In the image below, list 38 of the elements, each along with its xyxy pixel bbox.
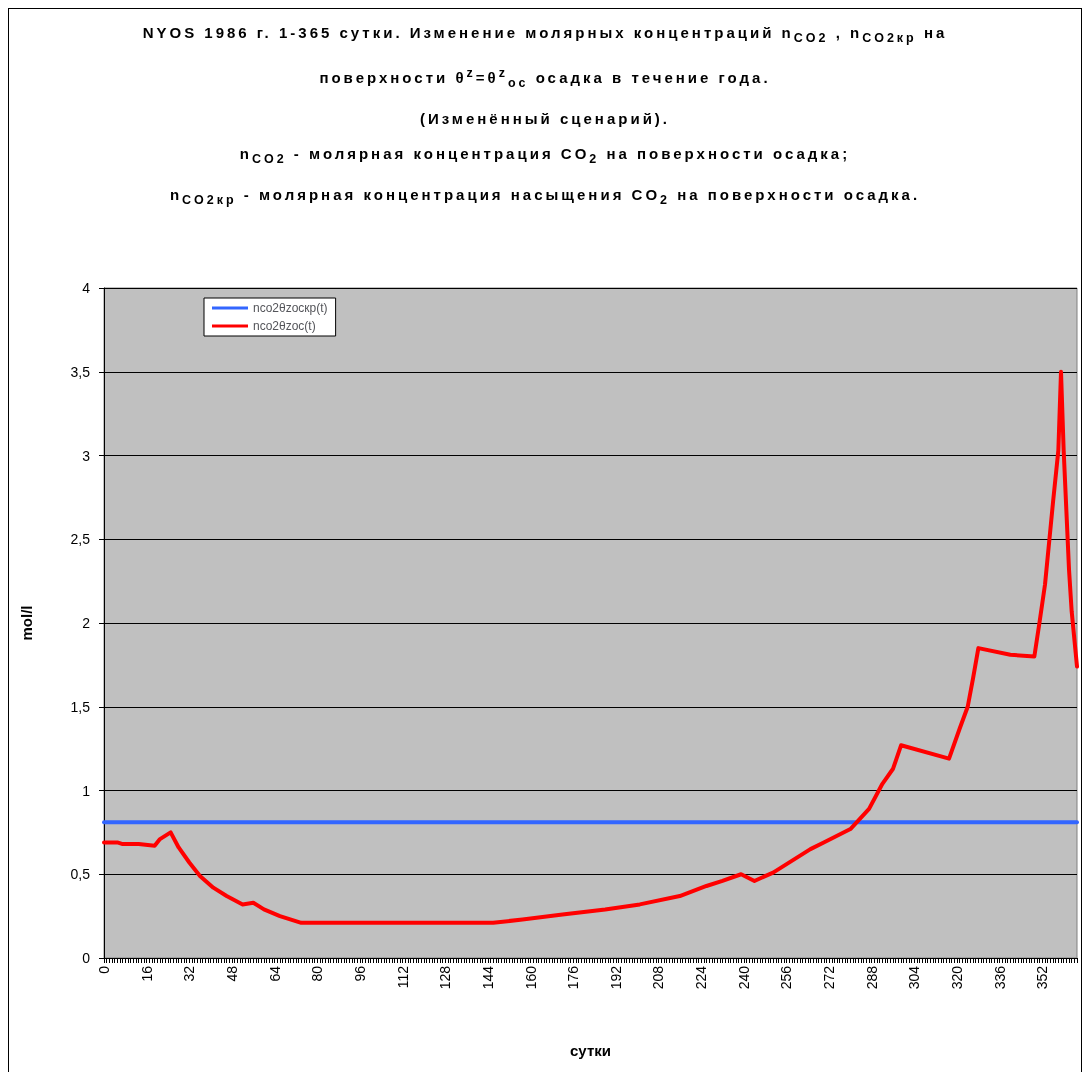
x-tick-label: 240 [735,965,752,990]
x-tick-label: 272 [821,965,838,990]
x-tick-label: 304 [906,965,923,990]
chart-title: NYOS 1986 г. 1-365 сутки. Изменение молярных концентраций n$_{CO2}$ , n$_{CO2кр}$ на поверхности θ$^{z}$=θ$^{z}$$_{oc}$ осадка в течение года. (Изменённый сценарий). n$_{CO2}$ - молярная концентрация CO$_{2}$ на поверхности осадка; n$_{CO2кр}$ - молярная концентрация насыщения CO$_{2}$ на поверхности осадка. [142,24,948,207]
x-tick-label: 256 [778,965,795,990]
x-tick-label: 176 [565,965,582,990]
y-tick-label: 3,5 [70,363,91,380]
x-tick-label: 224 [693,965,710,990]
y-tick-label: 2,5 [70,531,91,548]
x-tick-label: 112 [394,965,411,989]
y-tick-label: 0,5 [70,866,91,883]
y-tick-label: 1,5 [70,698,91,715]
x-tick-label: 144 [479,965,496,990]
x-tick-label: 0 [96,965,112,974]
y-tick-label: 2 [82,615,91,631]
x-tick-label: 16 [138,965,155,982]
x-tick-label: 32 [181,965,198,982]
legend-label: nco2θzoc(t) [253,319,316,333]
x-tick-label: 352 [1034,965,1051,990]
y-axis-title: mol/l [18,605,35,641]
y-tick-label: 0 [82,950,91,966]
y-tick-label: 4 [82,280,91,296]
x-tick-label: 48 [223,965,240,982]
x-tick-label: 80 [309,965,326,982]
y-tick-label: 3 [82,447,91,464]
x-tick-label: 320 [949,965,966,990]
x-tick-label: 192 [607,965,624,990]
x-tick-label: 128 [437,965,454,990]
x-tick-label: 64 [266,965,283,982]
x-tick-label: 96 [351,965,368,982]
x-tick-label: 288 [863,965,880,990]
y-tick-label: 1 [82,782,91,799]
legend-label: nco2θzocкр(t) [253,301,328,315]
line-series [102,369,1079,925]
x-tick-label: 336 [991,965,1008,990]
x-tick-label: 208 [650,965,667,990]
x-tick-label: 160 [522,965,539,990]
x-axis-title: сутки [570,1042,611,1059]
